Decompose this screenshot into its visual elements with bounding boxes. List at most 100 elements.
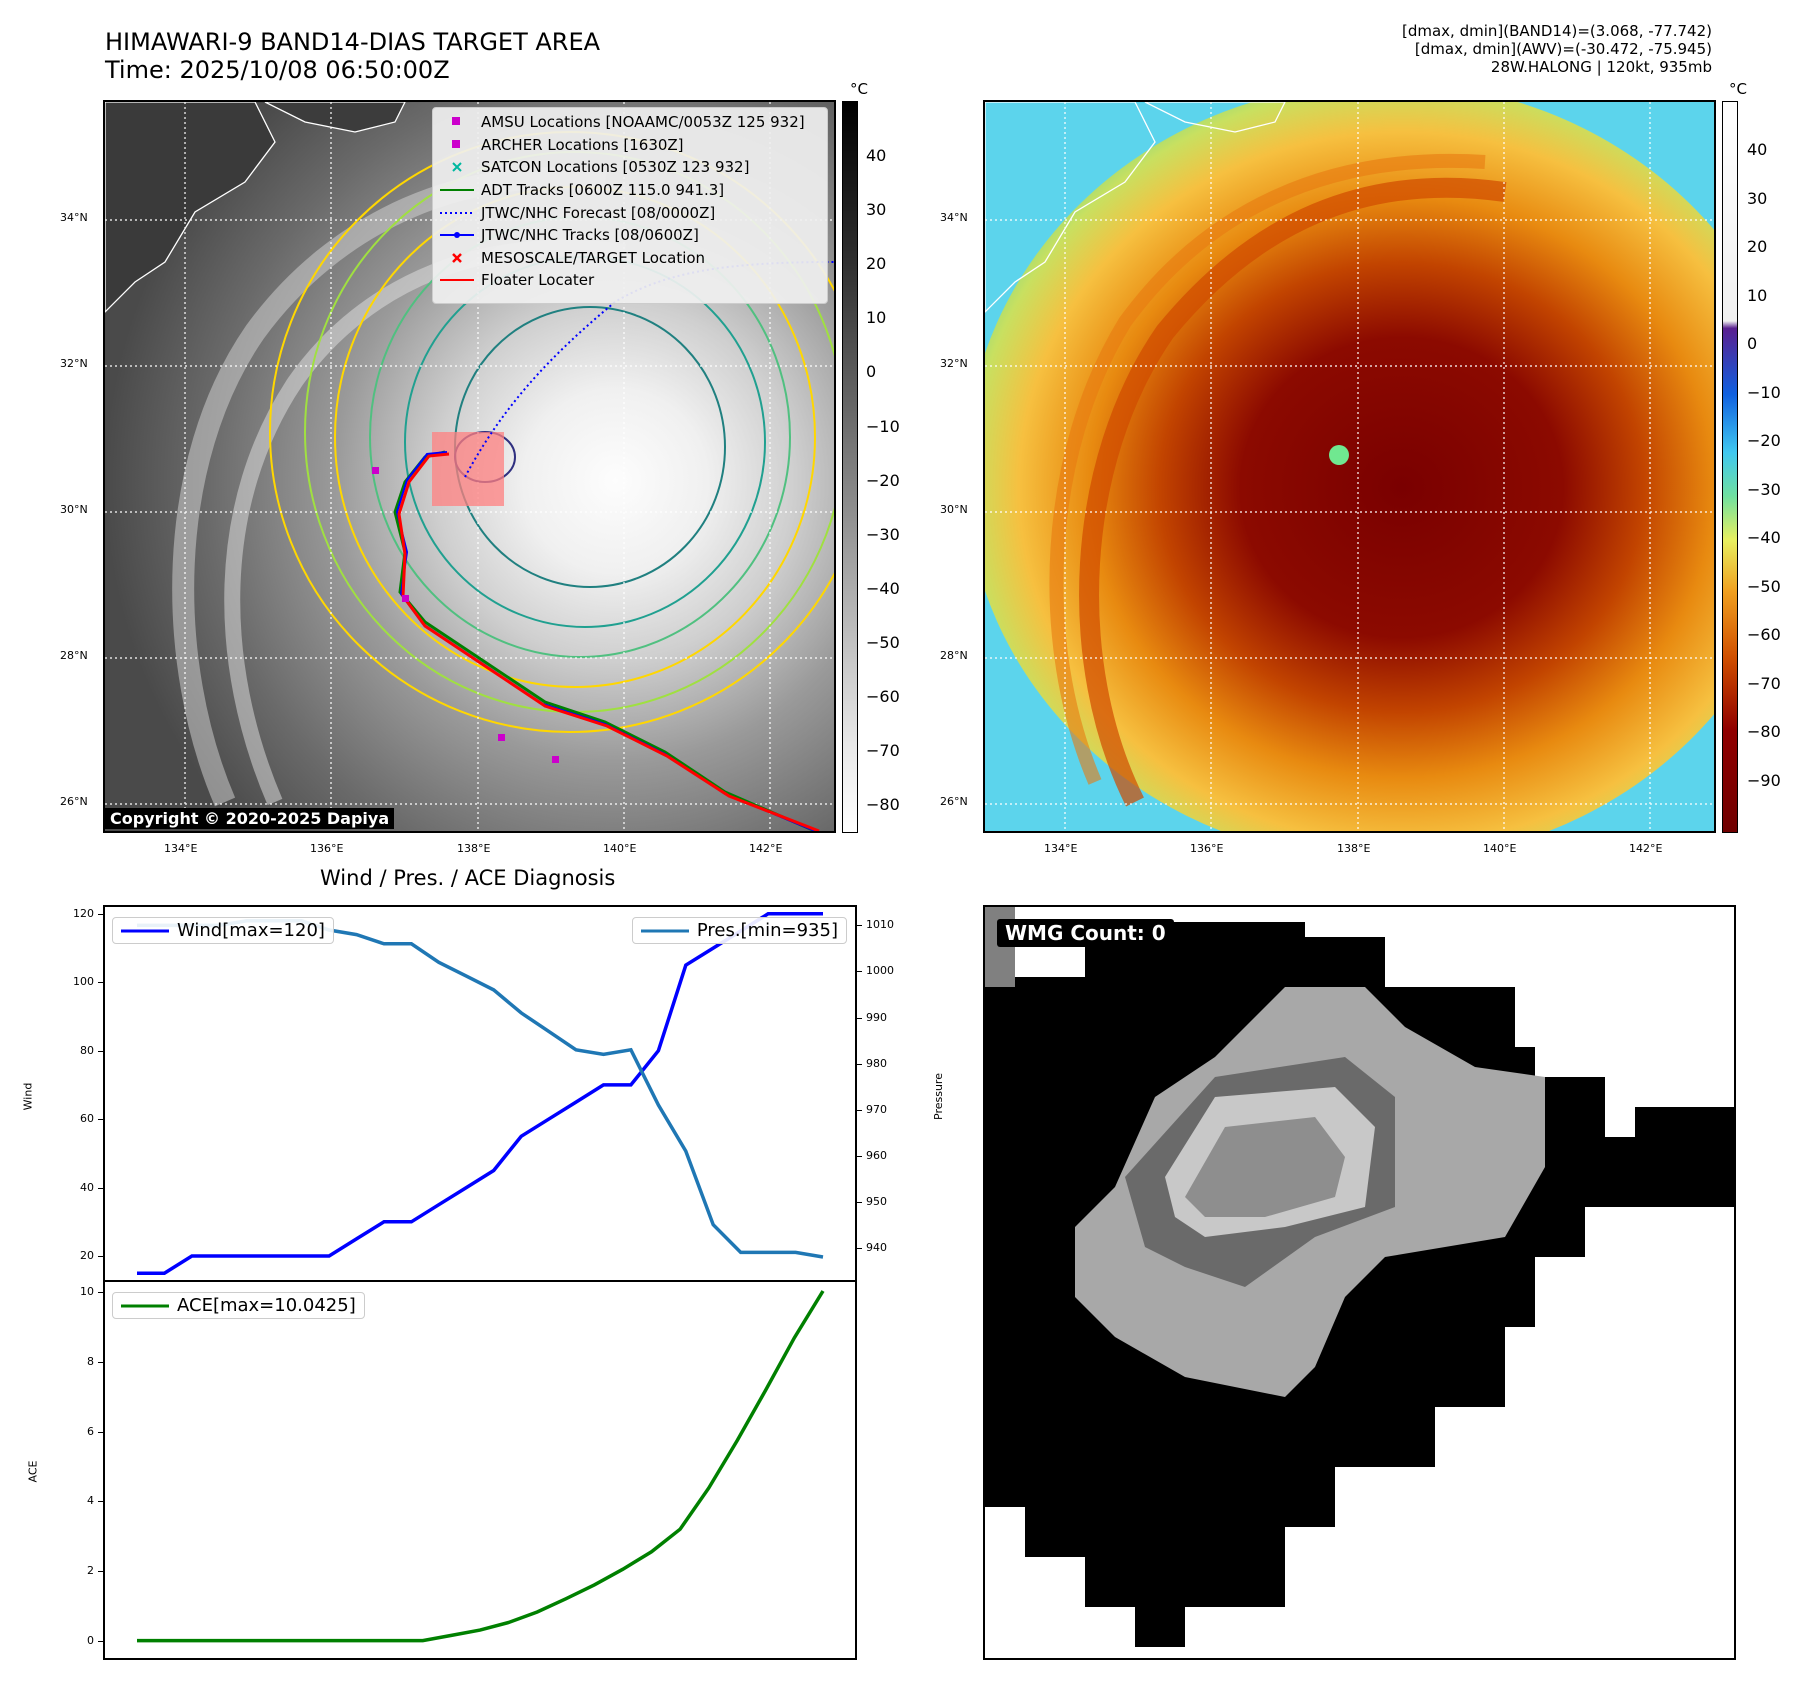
colorbar-tick-label: 30 [866, 200, 887, 220]
axis-tick-mark [857, 1155, 862, 1157]
wmg-image [985, 907, 1734, 1647]
axis-tick-label: 2 [87, 1563, 94, 1577]
colorbar-tick-label: −30 [866, 524, 900, 544]
axis-tick-label: 8 [87, 1355, 94, 1369]
colorbar-tick-label: 0 [1747, 334, 1758, 353]
legend-item-target: MESOSCALE/TARGET Location [439, 247, 821, 270]
axis-tick-mark [98, 1501, 103, 1503]
axis-tick-label: 940 [866, 1240, 887, 1254]
info-line-2: [dmax, dmin](AWV)=(-30.472, -75.945) [1414, 40, 1712, 58]
legend-item-adt: ADT Tracks [0600Z 115.0 941.3] [440, 181, 725, 200]
axis-tick-mark [857, 1017, 862, 1019]
lon-tick: 140°E [1483, 842, 1517, 855]
axis-tick-mark [857, 1201, 862, 1203]
legend-item-satcon: SATCON Locations [0530Z 123 932] [439, 156, 821, 179]
lon-tick: 138°E [457, 842, 491, 855]
ace-series-line [137, 1290, 825, 1643]
wind-pressure-plot [137, 912, 824, 1275]
axis-tick-mark [98, 1256, 103, 1258]
gray-colorbar-unit: °C [850, 80, 868, 98]
wind-legend: Wind[max=120] [112, 917, 334, 944]
colorbar-tick-label: −80 [866, 795, 900, 815]
axis-tick-mark [857, 1063, 862, 1065]
colorbar-tick-label: −40 [866, 578, 900, 598]
axis-tick-mark [98, 1050, 103, 1052]
color-ir-map-panel [983, 100, 1716, 833]
ace-plot [137, 1290, 825, 1643]
lon-tick: 136°E [1190, 842, 1224, 855]
lon-tick: 140°E [603, 842, 637, 855]
colorbar-tick-label: −40 [1747, 528, 1781, 547]
axis-tick-label: 100 [73, 975, 94, 989]
pressure-axis-label: Pressure [931, 1073, 945, 1120]
lat-tick: 30°N [60, 503, 88, 516]
colorbar-tick-label: 40 [1747, 140, 1768, 159]
lat-tick: 28°N [940, 649, 968, 662]
lat-tick: 30°N [940, 503, 968, 516]
axis-tick-label: 4 [87, 1494, 94, 1508]
axis-tick-mark [857, 925, 862, 927]
legend-item-amsu: AMSU Locations [NOAAMC/0053Z 125 932] [439, 111, 821, 134]
color-colorbar-unit: °C [1729, 80, 1747, 98]
colorbar-tick-label: −20 [866, 470, 900, 490]
legend-item-tracks: JTWC/NHC Tracks [08/0600Z] [439, 224, 821, 247]
axis-tick-label: 1000 [866, 964, 894, 978]
axis-tick-mark [98, 1431, 103, 1433]
colorbar-tick-label: 0 [866, 362, 877, 382]
lat-tick: 32°N [940, 357, 968, 370]
axis-tick-label: 80 [80, 1043, 94, 1057]
colorbar-tick-label: −70 [866, 741, 900, 761]
colorbar-tick-label: 10 [866, 308, 887, 328]
colorbar-tick-label: −50 [1747, 576, 1781, 596]
axis-tick-label: 120 [73, 906, 94, 920]
axis-tick-mark [98, 1362, 103, 1364]
lat-tick: 34°N [940, 211, 968, 224]
axis-tick-label: 10 [80, 1285, 94, 1299]
lon-tick: 134°E [1044, 842, 1078, 855]
ir-map-panel: AMSU Locations [NOAAMC/0053Z 125 932] AR… [103, 100, 836, 833]
legend-item-forecast: JTWC/NHC Forecast [08/0000Z] [440, 203, 716, 222]
title-line-1: HIMAWARI-9 BAND14-DIAS TARGET AREA [105, 28, 601, 56]
colorbar-tick-label: −10 [866, 416, 900, 436]
pressure-series-line [137, 919, 824, 1259]
axis-tick-mark [98, 1187, 103, 1189]
lon-tick: 142°E [1629, 842, 1663, 855]
axis-tick-label: 40 [80, 1180, 94, 1194]
ace-legend: ACE[max=10.0425] [112, 1292, 365, 1319]
lat-tick: 32°N [60, 357, 88, 370]
axis-tick-mark [98, 982, 103, 984]
title-line-2: Time: 2025/10/08 06:50:00Z [105, 56, 450, 84]
axis-tick-label: 0 [87, 1633, 94, 1647]
copyright-notice: Copyright © 2020-2025 Dapiya [105, 808, 395, 829]
colorbar-tick-label: −60 [866, 687, 900, 706]
lat-tick: 26°N [940, 795, 968, 808]
floater-box [432, 432, 504, 506]
lon-tick: 134°E [164, 842, 198, 855]
lon-tick: 142°E [749, 842, 783, 855]
colorbar-tick-label: −10 [1747, 382, 1781, 402]
colorbar-tick-label: −30 [1747, 479, 1781, 499]
axis-tick-label: 960 [866, 1148, 887, 1162]
legend-item-archer: ARCHER Locations [1630Z] [439, 134, 821, 157]
map-legend: AMSU Locations [NOAAMC/0053Z 125 932] AR… [432, 107, 828, 304]
lon-tick: 136°E [310, 842, 344, 855]
wind-pressure-panel: Wind[max=120] Pres.[min=935] [103, 905, 857, 1282]
axis-tick-mark [98, 1640, 103, 1642]
colorbar-tick-label: 20 [1747, 237, 1768, 256]
lat-tick: 28°N [60, 649, 88, 662]
axis-tick-label: 20 [80, 1249, 94, 1263]
info-line-3: 28W.HALONG | 120kt, 935mb [1490, 58, 1712, 76]
axis-tick-label: 950 [866, 1194, 887, 1208]
wind-axis-label: Wind [21, 1082, 35, 1111]
chart-title: HIMAWARI-9 BAND14-DIAS TARGET AREA Time:… [105, 28, 600, 84]
axis-tick-label: 6 [87, 1424, 94, 1438]
color-ir-map-image [985, 102, 1714, 831]
axis-tick-label: 980 [866, 1056, 887, 1070]
colorbar-tick-label: −20 [1747, 431, 1781, 450]
axis-tick-mark [98, 1570, 103, 1572]
color-colorbar [1722, 101, 1738, 833]
axis-tick-mark [98, 1292, 103, 1294]
diagnosis-title: Wind / Pres. / ACE Diagnosis [320, 866, 616, 890]
ace-axis-label: ACE [26, 1460, 40, 1483]
intensity-info: [dmax, dmin](BAND14)=(3.068, -77.742) [d… [1402, 22, 1712, 76]
